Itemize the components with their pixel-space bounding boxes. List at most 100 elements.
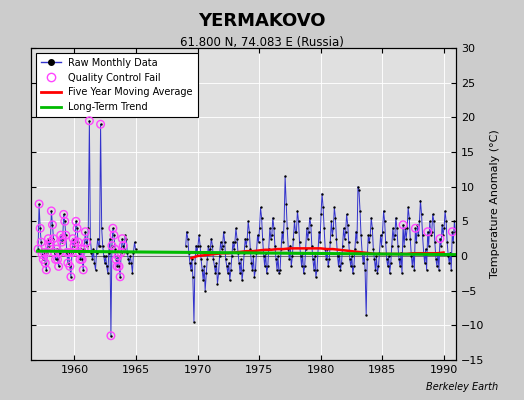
Point [348, 270, 357, 276]
Legend: Raw Monthly Data, Quality Control Fail, Five Year Moving Average, Long-Term Tren: Raw Monthly Data, Quality Control Fail, … [36, 53, 198, 117]
Point [48, 222, 57, 228]
Point [276, 267, 284, 273]
Point [80, 246, 89, 252]
Point [99, 242, 107, 249]
Point [199, 277, 208, 284]
Point [333, 253, 342, 259]
Point [80, 246, 89, 252]
Point [126, 253, 135, 259]
Point [85, 118, 94, 124]
Point [201, 288, 210, 294]
Point [270, 225, 278, 232]
Point [64, 249, 73, 256]
Point [213, 280, 222, 287]
Point [48, 222, 57, 228]
Point [93, 236, 102, 242]
Point [372, 253, 380, 259]
Point [211, 270, 220, 276]
Point [89, 246, 97, 252]
Point [360, 249, 368, 256]
Point [45, 242, 53, 249]
Point [76, 256, 84, 263]
Point [324, 263, 332, 270]
Point [57, 232, 65, 238]
Point [114, 253, 122, 259]
Point [346, 263, 355, 270]
Point [310, 267, 318, 273]
Point [53, 256, 62, 263]
Point [51, 256, 60, 263]
Point [90, 260, 99, 266]
Point [110, 232, 118, 238]
Point [183, 236, 192, 242]
Point [451, 228, 460, 235]
Point [321, 246, 330, 252]
Point [83, 242, 92, 249]
Point [72, 218, 80, 224]
Point [63, 249, 71, 256]
Point [42, 267, 50, 273]
Point [329, 225, 337, 232]
Point [184, 249, 193, 256]
Point [127, 260, 136, 266]
Point [114, 253, 122, 259]
Point [119, 242, 127, 249]
Point [67, 274, 75, 280]
Point [122, 236, 130, 242]
Point [388, 242, 396, 249]
Point [401, 225, 409, 232]
Point [332, 236, 341, 242]
Point [193, 249, 201, 256]
Point [390, 236, 398, 242]
Point [77, 246, 85, 252]
Point [39, 256, 48, 263]
Point [88, 249, 96, 256]
Point [96, 121, 105, 128]
Point [315, 228, 323, 235]
Point [437, 242, 445, 249]
Point [66, 263, 74, 270]
Point [301, 246, 310, 252]
Point [265, 246, 273, 252]
Point [416, 197, 424, 204]
Point [62, 232, 70, 238]
Point [221, 239, 229, 245]
Point [88, 256, 96, 263]
Point [45, 242, 53, 249]
Point [44, 236, 52, 242]
Point [214, 270, 223, 276]
Point [416, 218, 424, 224]
Point [190, 319, 198, 325]
Point [261, 249, 270, 256]
Point [417, 211, 425, 218]
Point [434, 249, 442, 256]
Point [433, 263, 441, 270]
Point [303, 236, 312, 242]
Point [447, 267, 455, 273]
Point [125, 260, 134, 266]
Point [235, 260, 243, 266]
Point [247, 260, 256, 266]
Point [252, 267, 260, 273]
Point [318, 190, 326, 197]
Point [101, 260, 109, 266]
Point [344, 222, 352, 228]
Point [254, 232, 262, 238]
Point [421, 246, 430, 252]
Point [79, 267, 88, 273]
Point [108, 225, 117, 232]
Point [40, 249, 48, 256]
Point [414, 232, 423, 238]
Y-axis label: Temperature Anomaly (°C): Temperature Anomaly (°C) [489, 130, 500, 278]
Point [419, 249, 428, 256]
Text: Berkeley Earth: Berkeley Earth [425, 382, 498, 392]
Point [233, 236, 241, 242]
Point [56, 249, 64, 256]
Point [365, 239, 374, 245]
Point [339, 242, 347, 249]
Point [282, 201, 290, 207]
Point [411, 225, 420, 232]
Point [250, 274, 258, 280]
Point [242, 242, 250, 249]
Point [431, 239, 439, 245]
